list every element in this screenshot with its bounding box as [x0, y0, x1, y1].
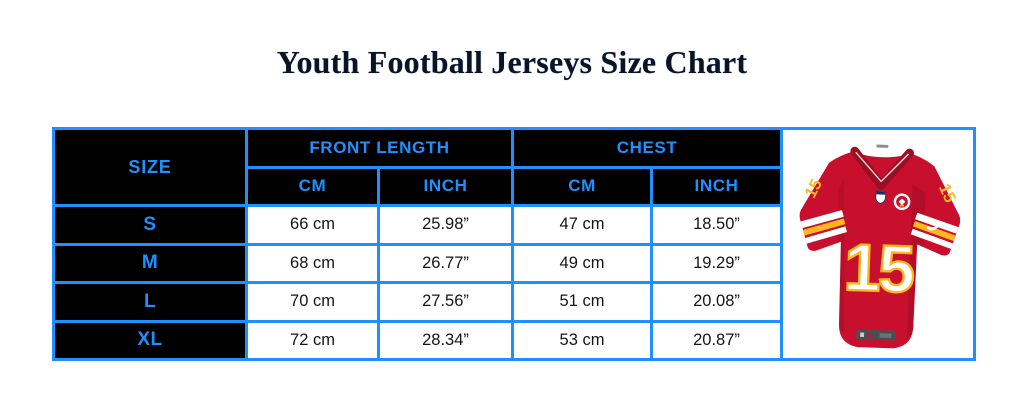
header-row-groups: SIZE FRONT LENGTH CHEST	[52, 127, 977, 361]
chest-cm-value: 51 cm	[511, 281, 654, 323]
front-length-cm-value: 68 cm	[245, 242, 380, 284]
table-row-s: S 66 cm 25.98” 47 cm 18.50”	[52, 204, 975, 246]
front-length-inch-value: 28.34”	[376, 319, 515, 361]
header-row-units: CM INCH CM INCH	[54, 165, 975, 207]
jersey-image-cell: 15 15	[780, 127, 977, 361]
chest-header: CHEST	[511, 127, 784, 169]
size-column-header: SIZE	[52, 127, 248, 207]
front-length-header: FRONT LENGTH	[244, 127, 515, 169]
table-row-xl: XL 72 cm 28.34” 53 cm 20.87”	[52, 319, 975, 361]
nike-swoosh-icon	[926, 221, 943, 231]
front-length-cm-value: 66 cm	[245, 204, 380, 246]
size-label: M	[52, 242, 248, 284]
team-patch-icon	[893, 193, 910, 211]
front-length-cm-value: 72 cm	[245, 319, 380, 361]
left-sleeve-stripes	[794, 210, 847, 246]
front-length-inch-header: INCH	[376, 165, 515, 207]
nfl-shield-icon	[874, 190, 886, 204]
front-length-inch-value: 26.77”	[376, 242, 515, 284]
chest-inch-header: INCH	[650, 165, 784, 207]
jersey-collar	[849, 146, 914, 190]
size-chart-table: SIZE FRONT LENGTH CHEST	[52, 127, 977, 361]
table-row-m: M 68 cm 26.77” 49 cm 19.29”	[52, 242, 975, 284]
chest-cm-value: 49 cm	[511, 242, 654, 284]
size-label: XL	[52, 319, 248, 361]
chest-inch-value: 18.50”	[650, 204, 784, 246]
size-label: S	[52, 204, 248, 246]
chest-cm-value: 47 cm	[511, 204, 654, 246]
jersey-body	[799, 151, 960, 349]
page-title: Youth Football Jerseys Size Chart	[276, 44, 748, 80]
size-label: L	[52, 281, 248, 323]
jersey-number: 15	[842, 231, 915, 307]
front-length-inch-value: 25.98”	[376, 204, 515, 246]
chest-inch-value: 20.87”	[650, 319, 784, 361]
table-row-l: L 70 cm 27.56” 51 cm 20.08”	[52, 281, 975, 323]
front-length-inch-value: 27.56”	[376, 281, 515, 323]
jersey-photo: 15 15	[785, 132, 972, 357]
chest-inch-value: 19.29”	[650, 242, 784, 284]
chest-cm-value: 53 cm	[511, 319, 654, 361]
front-length-cm-header: CM	[245, 165, 380, 207]
chest-cm-header: CM	[511, 165, 654, 207]
football-jersey-illustration: 15 15	[794, 144, 962, 349]
front-length-cm-value: 70 cm	[245, 281, 380, 323]
right-sleeve-stripes	[910, 212, 962, 251]
chest-inch-value: 20.08”	[650, 281, 784, 323]
jock-tag	[855, 329, 896, 341]
